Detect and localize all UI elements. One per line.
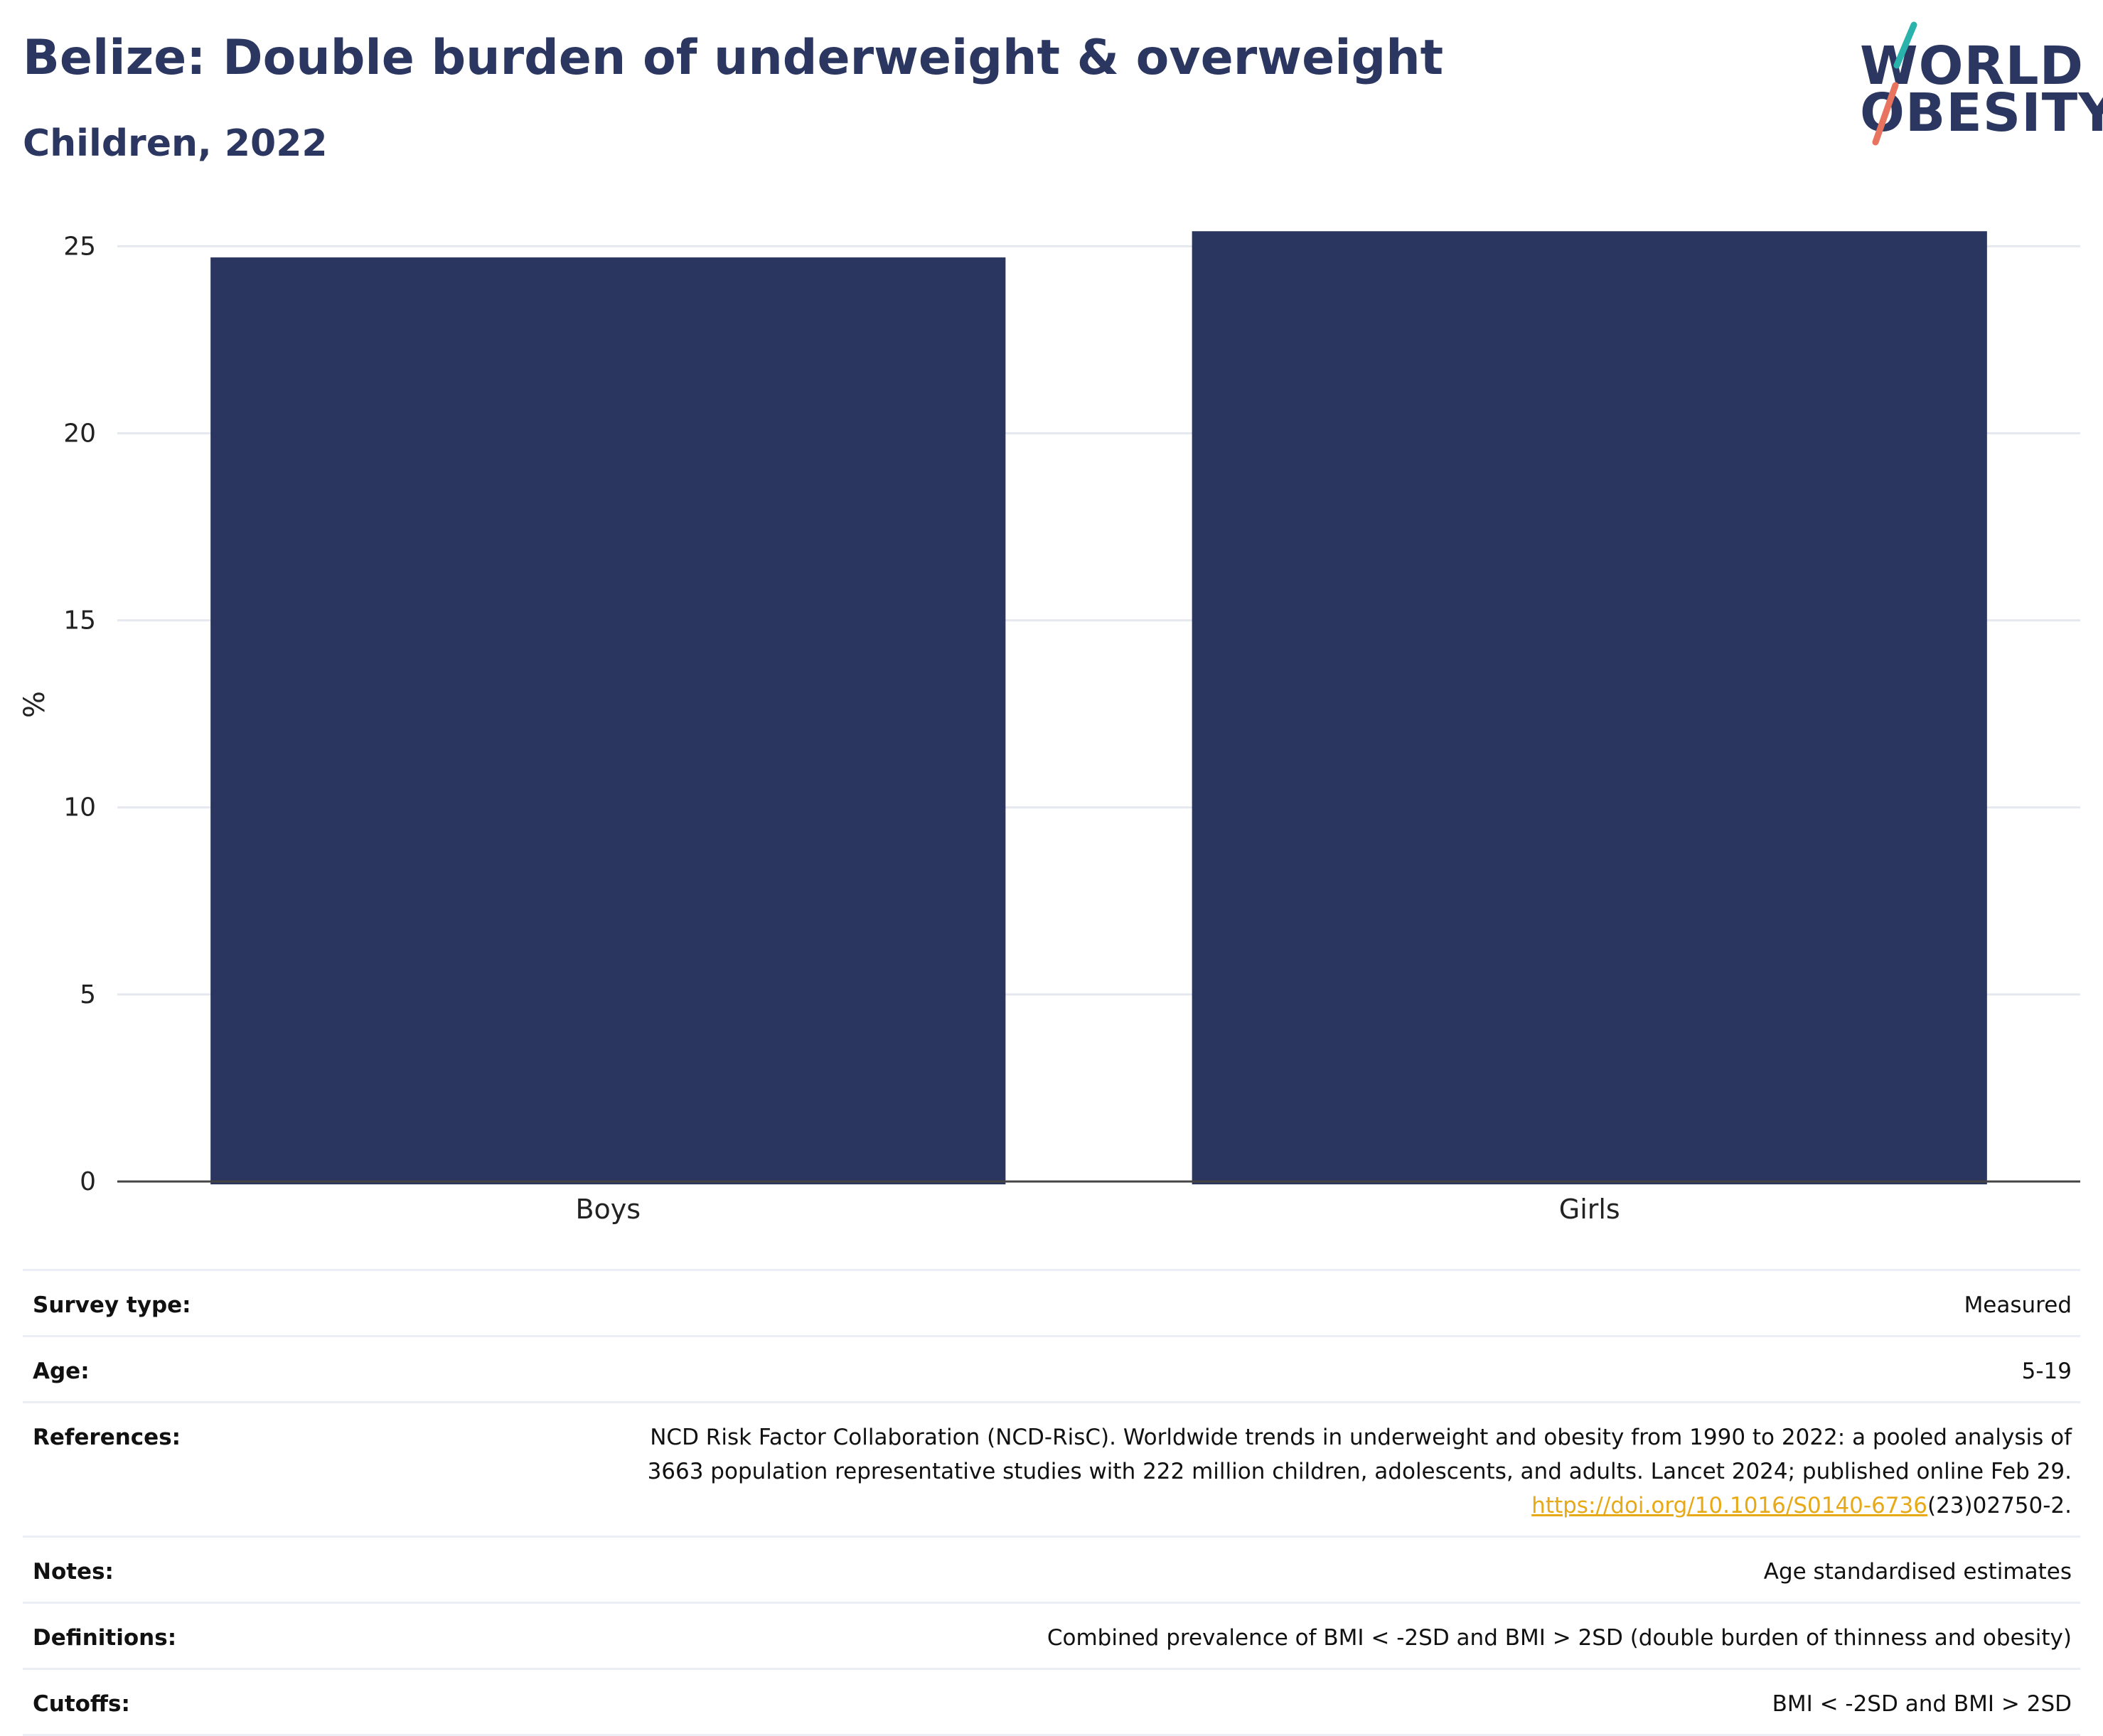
x-tick-label: Girls — [1559, 1194, 1620, 1225]
y-tick-label: 15 — [63, 606, 96, 636]
doi-suffix: (23)02750-2. — [1927, 1493, 2072, 1519]
y-axis-label: % — [18, 691, 51, 718]
details-row-cutoffs: Cutoffs: BMI < -2SD and BMI > 2SD — [23, 1668, 2080, 1736]
notes-value: Age standardised estimates — [539, 1536, 2080, 1603]
doi-link[interactable]: https://doi.org/10.1016/S0140-6736 — [1531, 1493, 1927, 1519]
bars — [210, 231, 1987, 1185]
logo-slash-icon — [1872, 21, 1917, 146]
details-table: Survey type: Measured Age: 5-19 Referenc… — [23, 1268, 2080, 1736]
bar-chart: 0 5 10 15 20 25 Boys Girls % — [18, 231, 2080, 1225]
references-label: References: — [23, 1401, 539, 1537]
world-obesity-logo: WORLD OBESITY — [1848, 21, 2103, 149]
chart-title: Belize: Double burden of underweight & o… — [23, 30, 1444, 86]
age-label: Age: — [23, 1335, 539, 1403]
age-value: 5-19 — [539, 1335, 2080, 1403]
y-tick-labels: 0 5 10 15 20 25 — [63, 232, 96, 1196]
x-tick-labels: Boys Girls — [575, 1194, 1620, 1225]
y-tick-label: 10 — [63, 793, 96, 823]
logo-line2: OBESITY — [1860, 82, 2103, 144]
y-tick-label: 25 — [63, 232, 96, 261]
cutoffs-value: BMI < -2SD and BMI > 2SD — [539, 1668, 2080, 1736]
bar-girls — [1192, 231, 1987, 1185]
details-row-references: References: NCD Risk Factor Collaboratio… — [23, 1401, 2080, 1537]
definitions-value: Combined prevalence of BMI < -2SD and BM… — [539, 1602, 2080, 1669]
definitions-label: Definitions: — [23, 1602, 539, 1669]
references-line2: 3663 population representative studies w… — [647, 1459, 2072, 1485]
details-row-definitions: Definitions: Combined prevalence of BMI … — [23, 1602, 2080, 1669]
chart-subtitle: Children, 2022 — [23, 122, 328, 165]
cutoffs-label: Cutoffs: — [23, 1668, 539, 1736]
details-row-age: Age: 5-19 — [23, 1335, 2080, 1403]
survey-type-label: Survey type: — [23, 1268, 539, 1336]
references-line1: NCD Risk Factor Collaboration (NCD-RisC)… — [650, 1425, 2072, 1451]
references-value: NCD Risk Factor Collaboration (NCD-RisC)… — [539, 1401, 2080, 1537]
y-tick-label: 0 — [80, 1167, 96, 1196]
x-tick-label: Boys — [575, 1194, 641, 1225]
y-tick-label: 20 — [63, 419, 96, 448]
survey-type-value: Measured — [539, 1268, 2080, 1336]
details-row-survey-type: Survey type: Measured — [23, 1268, 2080, 1336]
details-row-notes: Notes: Age standardised estimates — [23, 1536, 2080, 1603]
y-tick-label: 5 — [80, 980, 96, 1009]
notes-label: Notes: — [23, 1536, 539, 1603]
bar-boys — [210, 257, 1006, 1185]
